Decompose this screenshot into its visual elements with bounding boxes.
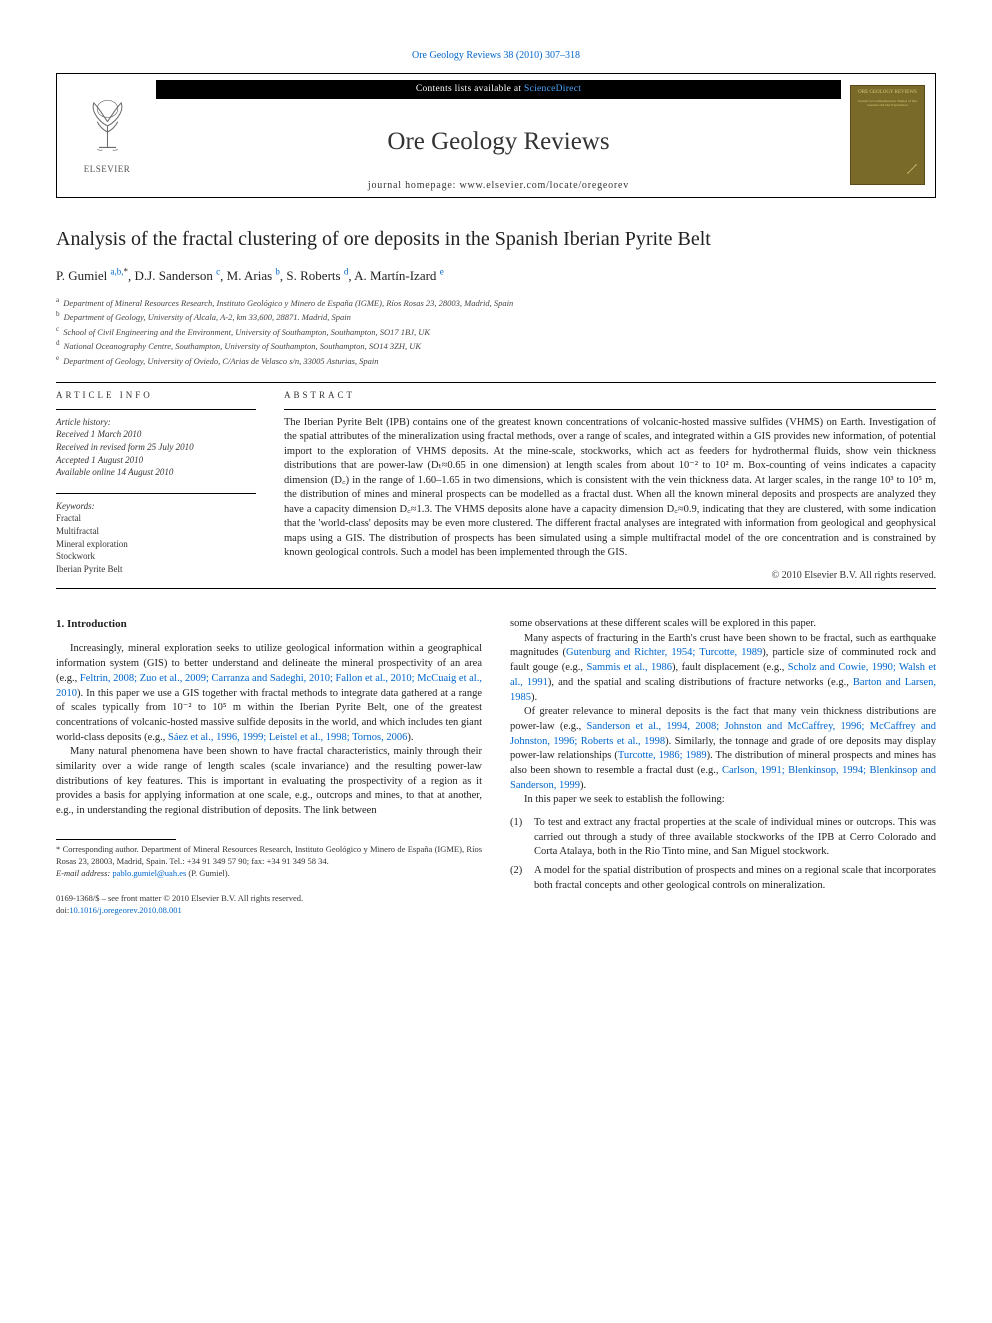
elsevier-tree-icon	[80, 96, 135, 161]
body-right-column: some observations at these different sca…	[510, 617, 936, 917]
body-paragraph: Of greater relevance to mineral deposits…	[510, 705, 936, 793]
keywords-label: Keywords:	[56, 500, 256, 513]
enum-item: (1)To test and extract any fractal prope…	[510, 816, 936, 860]
body-paragraph: In this paper we seek to establish the f…	[510, 793, 936, 808]
cover-cell: ORE GEOLOGY REVIEWS Journal for Comprehe…	[840, 74, 935, 197]
mining-icon	[906, 163, 918, 179]
history-label: Article history:	[56, 416, 256, 429]
abstract-column: ABSTRACT The Iberian Pyrite Belt (IPB) c…	[284, 389, 936, 582]
footnote-separator	[56, 839, 176, 840]
ref-link[interactable]: Sáez et al., 1996, 1999; Leistel et al.,…	[168, 732, 407, 743]
body-paragraph: Increasingly, mineral exploration seeks …	[56, 642, 482, 745]
corresponding-author: * Corresponding author. Department of Mi…	[56, 844, 482, 868]
author: A. Martín-Izard e	[354, 268, 444, 283]
divider-bottom	[56, 588, 936, 589]
ref-link[interactable]: Barton and Larsen, 1985	[510, 677, 936, 703]
publisher-logo-cell: ELSEVIER	[57, 74, 157, 197]
keyword: Multifractal	[56, 525, 256, 538]
info-divider-1	[56, 409, 256, 410]
keyword: Mineral exploration	[56, 538, 256, 551]
contents-text: Contents lists available at	[416, 84, 524, 94]
history-line: Received 1 March 2010	[56, 428, 256, 441]
keywords-block: Keywords: FractalMultifractalMineral exp…	[56, 500, 256, 576]
author: P. Gumiel a,b,*	[56, 268, 128, 283]
history-line: Accepted 1 August 2010	[56, 454, 256, 467]
journal-title: Ore Geology Reviews	[157, 125, 840, 159]
doi-link[interactable]: 10.1016/j.oregeorev.2010.08.001	[69, 905, 182, 915]
ref-link[interactable]: Turcotte, 1986; 1989	[618, 750, 707, 761]
ref-link[interactable]: Carlson, 1991; Blenkinsop, 1994; Blenkin…	[510, 765, 936, 791]
top-citation-link[interactable]: Ore Geology Reviews 38 (2010) 307–318	[412, 50, 580, 61]
bottom-meta: 0169-1368/$ – see front matter © 2010 El…	[56, 893, 482, 917]
top-citation: Ore Geology Reviews 38 (2010) 307–318	[56, 48, 936, 63]
abstract-text: The Iberian Pyrite Belt (IPB) contains o…	[284, 416, 936, 561]
history-line: Available online 14 August 2010	[56, 466, 256, 479]
enum-item: (2)A model for the spatial distribution …	[510, 864, 936, 893]
ref-link[interactable]: Feltrin, 2008; Zuo et al., 2009; Carranz…	[56, 673, 482, 699]
front-matter-line: 0169-1368/$ – see front matter © 2010 El…	[56, 893, 482, 905]
article-info-column: ARTICLE INFO Article history: Received 1…	[56, 389, 256, 582]
journal-cover-thumb: ORE GEOLOGY REVIEWS Journal for Comprehe…	[850, 85, 925, 185]
keyword: Iberian Pyrite Belt	[56, 563, 256, 576]
email-line: E-mail address: pablo.gumiel@uah.es (P. …	[56, 868, 482, 880]
footnotes: * Corresponding author. Department of Mi…	[56, 844, 482, 880]
affiliation: c School of Civil Engineering and the En…	[56, 324, 936, 339]
enum-text: A model for the spatial distribution of …	[534, 864, 936, 893]
body-paragraph: Many aspects of fracturing in the Earth'…	[510, 632, 936, 705]
journal-header: ELSEVIER Contents lists available at Sci…	[56, 73, 936, 198]
email-link[interactable]: pablo.gumiel@uah.es	[112, 868, 186, 878]
enum-number: (2)	[510, 864, 534, 893]
article-info-label: ARTICLE INFO	[56, 389, 256, 401]
doi-label: doi:	[56, 905, 69, 915]
ref-link[interactable]: Sammis et al., 1986	[586, 662, 672, 673]
affiliation: a Department of Mineral Resources Resear…	[56, 295, 936, 310]
keyword: Fractal	[56, 512, 256, 525]
affiliations: a Department of Mineral Resources Resear…	[56, 295, 936, 368]
ref-link[interactable]: Sanderson et al., 1994, 2008; Johnston a…	[510, 721, 936, 747]
publisher-name: ELSEVIER	[84, 163, 131, 175]
enum-list: (1)To test and extract any fractal prope…	[510, 816, 936, 893]
divider-top	[56, 382, 936, 383]
body-paragraph: Many natural phenomena have been shown t…	[56, 745, 482, 818]
email-suffix: (P. Gumiel).	[188, 868, 229, 878]
article-history: Article history: Received 1 March 2010Re…	[56, 416, 256, 479]
body-left-column: 1. Introduction Increasingly, mineral ex…	[56, 617, 482, 917]
affiliation: e Department of Geology, University of O…	[56, 353, 936, 368]
info-divider-2	[56, 493, 256, 494]
affiliation: b Department of Geology, University of A…	[56, 309, 936, 324]
abstract-label: ABSTRACT	[284, 389, 936, 401]
enum-text: To test and extract any fractal properti…	[534, 816, 936, 860]
author: S. Roberts d	[286, 268, 348, 283]
history-line: Received in revised form 25 July 2010	[56, 441, 256, 454]
author: M. Arias b	[227, 268, 280, 283]
keyword: Stockwork	[56, 550, 256, 563]
email-label: E-mail address:	[56, 868, 110, 878]
intro-heading: 1. Introduction	[56, 617, 482, 632]
abstract-copyright: © 2010 Elsevier B.V. All rights reserved…	[284, 569, 936, 583]
cover-title: ORE GEOLOGY REVIEWS	[858, 90, 917, 97]
author: D.J. Sanderson c	[135, 268, 221, 283]
abstract-divider	[284, 409, 936, 410]
author-list: P. Gumiel a,b,*, D.J. Sanderson c, M. Ar…	[56, 266, 936, 285]
body-paragraph: some observations at these different sca…	[510, 617, 936, 632]
elsevier-logo: ELSEVIER	[72, 90, 142, 180]
sciencedirect-link[interactable]: ScienceDirect	[524, 84, 581, 94]
enum-number: (1)	[510, 816, 534, 860]
journal-homepage: journal homepage: www.elsevier.com/locat…	[157, 179, 840, 193]
ref-link[interactable]: Gutenburg and Richter, 1954; Turcotte, 1…	[566, 647, 762, 658]
cover-subtitle: Journal for Comprehensive Studies of Ore…	[855, 99, 920, 107]
article-title: Analysis of the fractal clustering of or…	[56, 226, 936, 252]
affiliation: d National Oceanography Centre, Southamp…	[56, 338, 936, 353]
contents-bar: Contents lists available at ScienceDirec…	[156, 80, 841, 99]
